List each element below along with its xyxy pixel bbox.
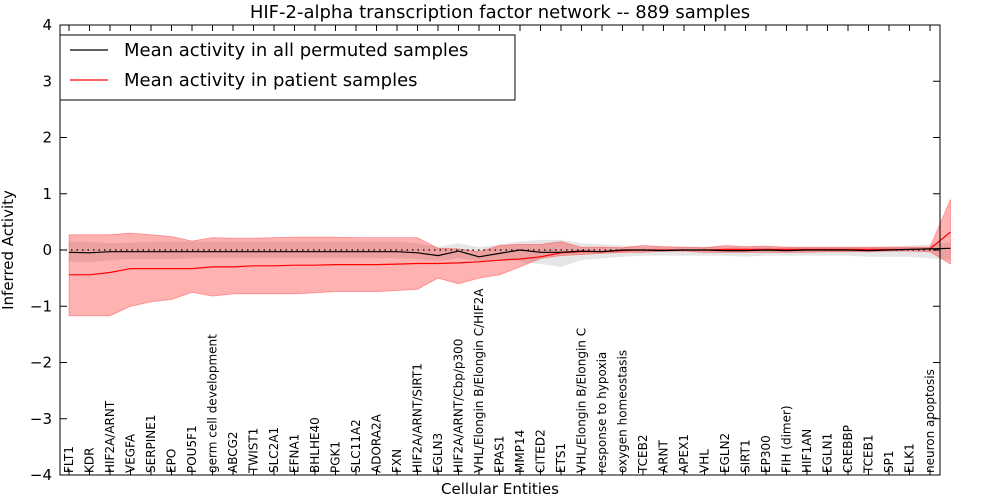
x-tick-label: EFNA1 — [288, 434, 302, 473]
x-tick-label: SP1 — [882, 451, 896, 474]
legend-label: Mean activity in patient samples — [124, 70, 418, 91]
series-line-patient — [69, 231, 951, 276]
x-tick-label: ABCG2 — [226, 431, 240, 473]
x-tick-label: KDR — [83, 448, 97, 473]
x-tick-label: HIF1AN — [800, 429, 814, 473]
x-tick-label: VHL — [698, 449, 712, 473]
x-tick-label: HIF2A/ARNT — [103, 400, 117, 473]
band-permuted — [69, 239, 951, 267]
x-axis-label: Cellular Entities — [441, 480, 559, 498]
x-tick-label: EPAS1 — [493, 435, 507, 473]
x-tick-label: EGLN3 — [431, 433, 445, 473]
x-tick-label: BHLHE40 — [308, 417, 322, 473]
x-tick-label: CITED2 — [534, 429, 548, 473]
legend: Mean activity in all permuted samples Mea… — [59, 34, 516, 101]
x-tick-label: TCEB2 — [636, 435, 650, 474]
x-tick-label: TWIST1 — [247, 428, 261, 474]
x-tick-label: APEX1 — [677, 434, 691, 473]
y-tick-label: 3 — [42, 72, 52, 90]
x-tick-label: VHL/Elongin B/Elongin C/HIF2A — [472, 288, 486, 473]
y-tick-label: −4 — [30, 466, 52, 484]
x-tick-label: VEGFA — [124, 433, 138, 473]
x-tick-label: HIF2A/ARNT/Cbp/p300 — [452, 339, 466, 473]
x-tick-label: TCEB1 — [862, 435, 876, 474]
legend-label: Mean activity in all permuted samples — [124, 40, 468, 61]
legend-box — [59, 34, 516, 101]
y-tick-label: −3 — [30, 410, 52, 428]
y-tick-label: 2 — [42, 129, 52, 147]
x-tick-label: SLC2A1 — [267, 427, 281, 473]
y-tick-label: 1 — [42, 185, 52, 203]
x-tick-label: ELK1 — [903, 443, 917, 473]
x-tick-label: PGK1 — [329, 441, 343, 473]
band-patient — [68, 199, 951, 317]
series-lines — [68, 231, 951, 276]
x-tick-label: germ cell development — [206, 334, 220, 473]
x-tick-label: EGLN1 — [821, 433, 835, 473]
x-tick-label: neuron apoptosis — [923, 369, 937, 473]
confidence-bands — [68, 199, 951, 317]
y-axis-label: Inferred Activity — [0, 190, 17, 310]
x-tick-label: EPO — [165, 449, 179, 473]
x-tick-label: SERPINE1 — [144, 414, 158, 473]
x-tick-label: SIRT1 — [739, 439, 753, 473]
x-tick-label: ARNT — [657, 439, 671, 473]
x-tick-label: FLT1 — [62, 446, 76, 473]
y-axis: −4 −3 −2 −1 0 1 2 3 4 — [30, 16, 940, 484]
x-tick-label: response to hypoxia — [595, 352, 609, 473]
x-tick-label: EGLN2 — [718, 433, 732, 473]
y-tick-label: 4 — [42, 16, 52, 34]
x-tick-label: oxygen homeostasis — [616, 350, 630, 473]
x-tick-label: VHL/Elongin B/Elongin C — [575, 328, 589, 473]
x-tick-label: EP300 — [759, 435, 773, 473]
x-tick-label: SLC11A2 — [349, 419, 363, 473]
x-tick-label: MMP14 — [513, 430, 527, 473]
x-tick-label: POU5F1 — [185, 425, 199, 473]
chart-title: HIF-2-alpha transcription factor network… — [250, 2, 750, 23]
x-tick-label: FXN — [390, 449, 404, 473]
y-tick-label: −1 — [30, 297, 52, 315]
series-line-permuted — [68, 247, 951, 258]
x-tick-label: HIF2A/ARNT/SIRT1 — [411, 363, 425, 473]
x-tick-label: FIH (dimer) — [780, 405, 794, 473]
x-tick-label: ETS1 — [554, 443, 568, 473]
x-axis: FLT1 KDR HIF2A/ARNT VEGFA SERPINE1 EPO POU5F1 g… — [62, 25, 937, 475]
x-tick-label: CREBBP — [841, 425, 855, 473]
y-tick-label: −2 — [30, 354, 52, 372]
x-tick-label: ADORA2A — [370, 413, 384, 473]
y-tick-label: 0 — [42, 241, 52, 259]
